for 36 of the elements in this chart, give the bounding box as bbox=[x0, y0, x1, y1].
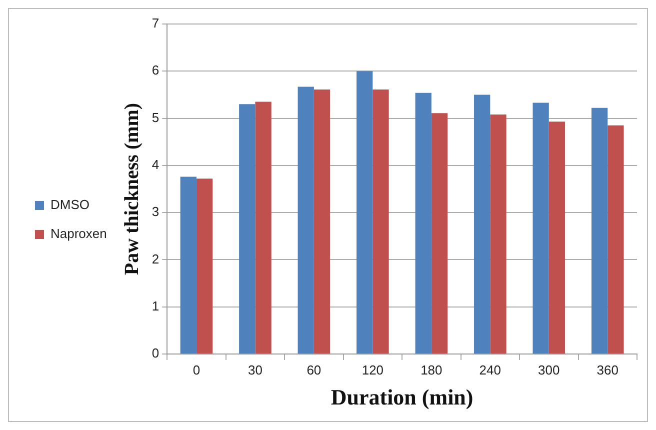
bar bbox=[548, 122, 566, 354]
x-tick-label: 360 bbox=[596, 362, 618, 378]
bar bbox=[591, 108, 608, 354]
bar bbox=[298, 86, 314, 354]
x-axis-title: Duration (min) bbox=[330, 384, 474, 410]
bar bbox=[239, 104, 256, 354]
x-tick-label: 240 bbox=[479, 362, 502, 378]
legend-label: DMSO bbox=[50, 197, 90, 212]
y-axis-title: Paw thickness (mm) bbox=[121, 102, 144, 276]
legend-label: Naproxen bbox=[50, 226, 107, 242]
bar bbox=[431, 113, 448, 354]
bar bbox=[372, 90, 389, 354]
bar bbox=[356, 71, 373, 354]
bar bbox=[474, 94, 490, 354]
bar bbox=[415, 92, 432, 354]
y-tick-label: 7 bbox=[152, 16, 160, 31]
bar bbox=[180, 176, 196, 354]
y-tick-label: 3 bbox=[152, 204, 160, 220]
bar bbox=[314, 90, 330, 354]
x-tick-label: 30 bbox=[248, 362, 262, 378]
y-tick-label: 0 bbox=[152, 346, 160, 361]
y-tick-label: 6 bbox=[152, 62, 160, 78]
bar bbox=[255, 102, 272, 354]
y-tick-label: 1 bbox=[152, 298, 160, 314]
x-tick-label: 60 bbox=[306, 362, 322, 378]
y-tick-label: 5 bbox=[152, 110, 160, 125]
bar bbox=[532, 102, 549, 354]
x-tick-label: 120 bbox=[362, 362, 384, 378]
x-tick-label: 300 bbox=[538, 362, 560, 378]
y-tick-label: 4 bbox=[152, 157, 160, 172]
y-tick-label: 2 bbox=[152, 251, 160, 266]
bar bbox=[196, 178, 213, 354]
x-tick-label: 180 bbox=[420, 362, 442, 378]
bar bbox=[608, 125, 624, 354]
x-tick-label: 0 bbox=[192, 362, 200, 378]
bar bbox=[490, 114, 506, 354]
